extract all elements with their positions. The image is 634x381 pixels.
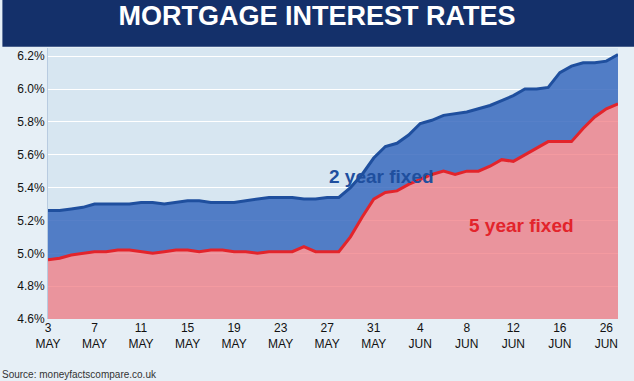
- svg-text:11MAY: 11MAY: [128, 321, 153, 351]
- svg-text:4.8%: 4.8%: [17, 279, 45, 293]
- svg-text:6.0%: 6.0%: [17, 82, 45, 96]
- svg-text:5.4%: 5.4%: [17, 181, 45, 195]
- svg-text:2 year fixed: 2 year fixed: [329, 166, 434, 187]
- svg-text:12JUN: 12JUN: [502, 321, 525, 351]
- svg-text:6.2%: 6.2%: [17, 49, 45, 63]
- svg-text:4.6%: 4.6%: [17, 312, 45, 326]
- svg-text:15MAY: 15MAY: [175, 321, 200, 351]
- svg-text:MORTGAGE INTEREST RATES: MORTGAGE INTEREST RATES: [118, 1, 515, 31]
- svg-text:27MAY: 27MAY: [315, 321, 340, 351]
- svg-text:5.6%: 5.6%: [17, 148, 45, 162]
- svg-text:19MAY: 19MAY: [222, 321, 247, 351]
- svg-text:3MAY: 3MAY: [35, 321, 60, 351]
- svg-text:5.8%: 5.8%: [17, 115, 45, 129]
- svg-text:7MAY: 7MAY: [82, 321, 107, 351]
- svg-text:8JUN: 8JUN: [455, 321, 478, 351]
- svg-text:16JUN: 16JUN: [548, 321, 571, 351]
- svg-text:4JUN: 4JUN: [409, 321, 432, 351]
- svg-text:5 year fixed: 5 year fixed: [469, 215, 574, 236]
- svg-text:23MAY: 23MAY: [268, 321, 293, 351]
- svg-text:5.0%: 5.0%: [17, 247, 45, 261]
- svg-text:26JUN: 26JUN: [595, 321, 618, 351]
- svg-text:Source: moneyfactscompare.co.u: Source: moneyfactscompare.co.uk: [2, 369, 157, 380]
- svg-text:5.2%: 5.2%: [17, 214, 45, 228]
- svg-text:31MAY: 31MAY: [361, 321, 386, 351]
